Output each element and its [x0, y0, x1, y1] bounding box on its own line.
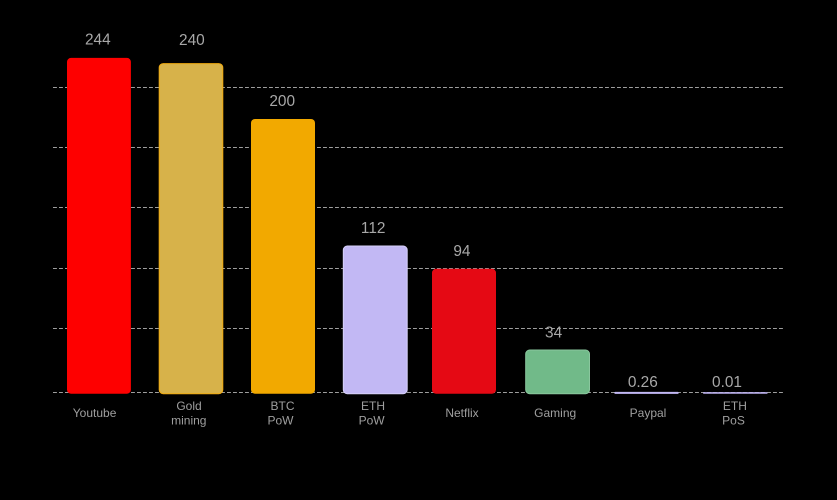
svg-text:mining: mining — [171, 413, 206, 427]
svg-text:0.01: 0.01 — [712, 374, 742, 391]
svg-text:240: 240 — [179, 32, 205, 49]
svg-text:Gaming: Gaming — [534, 406, 576, 420]
svg-text:PoS: PoS — [722, 413, 745, 427]
svg-text:ETH: ETH — [723, 399, 747, 413]
svg-text:200: 200 — [269, 93, 295, 110]
svg-text:94: 94 — [453, 243, 471, 260]
svg-text:34: 34 — [545, 325, 563, 342]
svg-text:112: 112 — [361, 220, 386, 237]
svg-text:0.26: 0.26 — [628, 374, 658, 391]
svg-text:Paypal: Paypal — [630, 406, 667, 420]
svg-text:PoW: PoW — [267, 413, 294, 427]
svg-text:ETH: ETH — [361, 399, 385, 413]
svg-text:Gold: Gold — [176, 399, 201, 413]
svg-text:BTC: BTC — [271, 399, 295, 413]
svg-text:244: 244 — [85, 32, 111, 49]
svg-text:Youtube: Youtube — [73, 406, 117, 420]
svg-text:PoW: PoW — [359, 413, 386, 427]
svg-text:Netflix: Netflix — [445, 406, 478, 420]
